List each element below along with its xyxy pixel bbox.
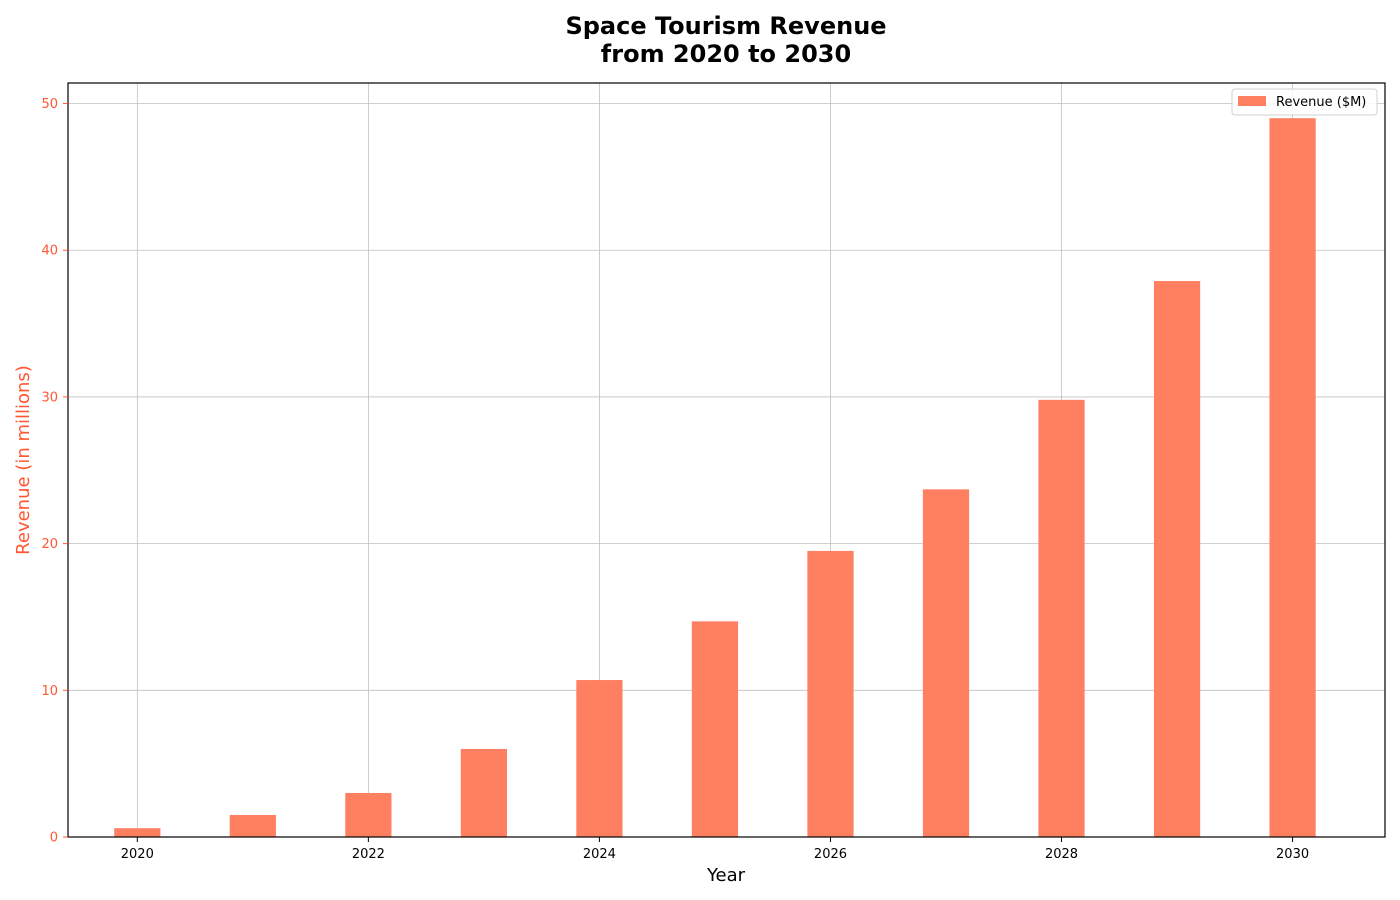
bar (691, 621, 739, 837)
bar (1153, 281, 1201, 837)
bar (460, 748, 507, 837)
y-axis-label: Revenue (in millions) (13, 365, 34, 555)
x-tick-label: 2030 (1276, 847, 1309, 862)
x-axis-ticks: 2020 2022 2024 2026 2028 2030 (121, 837, 1309, 862)
y-tick-label: 30 (41, 390, 58, 405)
legend-label: Revenue ($M) (1276, 95, 1366, 110)
y-tick-label: 10 (41, 684, 58, 699)
x-tick-label: 2020 (121, 847, 154, 862)
bar (1038, 399, 1085, 837)
y-tick-label: 20 (41, 537, 58, 552)
x-tick-label: 2022 (352, 847, 385, 862)
bar (576, 680, 623, 837)
bar (1269, 118, 1316, 837)
x-axis-label: Year (706, 865, 746, 886)
bars (114, 118, 1316, 837)
chart-title-line-1: Space Tourism Revenue (565, 12, 886, 40)
y-axis-ticks: 0 10 20 30 40 50 (41, 97, 68, 846)
x-tick-label: 2028 (1045, 847, 1078, 862)
bar (922, 489, 970, 837)
bar (345, 792, 392, 837)
plot-frame (67, 82, 1386, 838)
legend-swatch (1238, 96, 1266, 106)
bar (114, 828, 161, 837)
y-tick-label: 50 (41, 97, 58, 112)
x-tick-label: 2024 (583, 847, 616, 862)
legend: Revenue ($M) (1231, 88, 1378, 116)
chart-title-line-2: from 2020 to 2030 (601, 40, 851, 68)
bar (229, 814, 276, 837)
y-tick-label: 40 (41, 244, 58, 259)
x-tick-label: 2026 (814, 847, 847, 862)
y-tick-label: 0 (50, 831, 58, 846)
bar (807, 550, 854, 837)
legend-frame (1231, 88, 1378, 116)
